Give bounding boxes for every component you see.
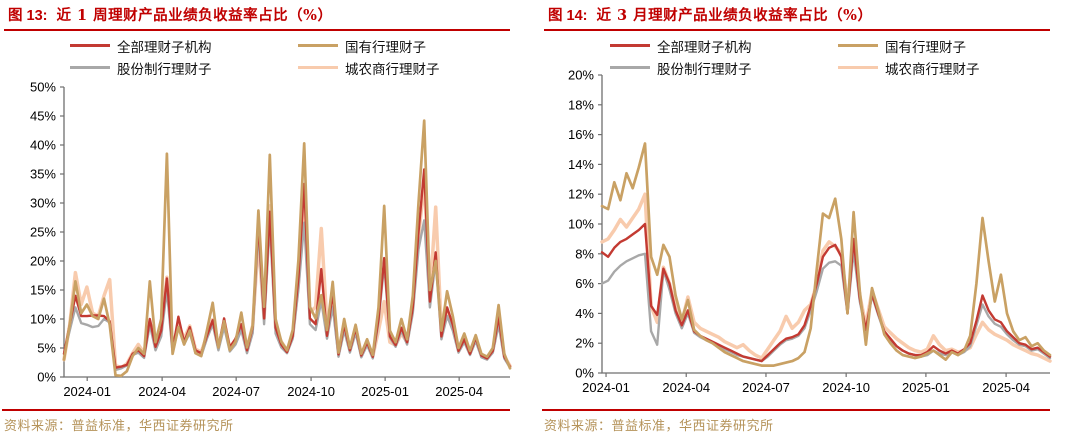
- figure-13-title-text: 近 1 周理财产品业绩负收益率占比（%）: [56, 7, 333, 24]
- x-axis-tick-label: 2024-10: [287, 384, 335, 399]
- figure-13-panel: 图 13: 近 1 周理财产品业绩负收益率占比（%） 全部理财子机构 国有行理财子…: [2, 4, 514, 434]
- x-axis-tick-label: 2024-01: [63, 384, 111, 399]
- legend-item-joint-stock-banks: 股份制行理财子: [70, 59, 298, 78]
- y-axis-tick-label: 5%: [37, 341, 56, 356]
- y-axis-tick-label: 4%: [575, 306, 594, 321]
- legend-swatch-gold-line: [298, 43, 338, 48]
- legend: 全部理财子机构 国有行理财子 股份制行理财子 城农商行理财子: [70, 37, 514, 78]
- legend-item-state-banks: 国有行理财子: [298, 37, 514, 56]
- legend-swatch-red-line: [610, 43, 650, 48]
- y-axis-tick-label: 6%: [575, 276, 594, 291]
- x-axis-tick-label: 2024-01: [582, 380, 630, 395]
- y-axis-tick-label: 45%: [30, 109, 56, 124]
- legend-item-joint-stock-banks: 股份制行理财子: [610, 59, 838, 78]
- line-chart-figure-14: 0% 2% 4% 6% 8% 10% 12% 14% 16% 18% 20% 2024-01 2024-…: [568, 68, 1052, 395]
- y-axis-tick-label: 2%: [575, 336, 594, 351]
- y-axis-tick-label: 30%: [30, 196, 56, 211]
- y-axis-tick-label: 12%: [568, 187, 594, 202]
- y-axis-tick-label: 0%: [575, 366, 594, 381]
- legend-label: 全部理财子机构: [657, 39, 752, 56]
- figure-14-title-text: 近 3 月理财产品业绩负收益率占比（%）: [596, 7, 873, 24]
- figure-14-panel: 图 14: 近 3 月理财产品业绩负收益率占比（%） 全部理财子机构 国有行理财子…: [540, 0, 1080, 442]
- y-axis-tick-label: 10%: [568, 217, 594, 232]
- legend-label: 全部理财子机构: [117, 39, 212, 56]
- title-underline-rule: [544, 29, 1050, 31]
- y-axis-tick-label: 50%: [30, 80, 56, 95]
- y-axis-tick-label: 10%: [30, 312, 56, 327]
- series-line-0: [62, 168, 512, 369]
- x-axis-tick-label: 2024-07: [212, 384, 260, 399]
- legend: 全部理财子机构 国有行理财子 股份制行理财子 城农商行理财子: [610, 37, 1054, 78]
- legend-label: 国有行理财子: [885, 39, 966, 56]
- source-note: 资料来源：普益标准，华西证券研究所: [4, 419, 234, 434]
- y-axis-tick-label: 20%: [30, 254, 56, 269]
- x-axis-tick-label: 2024-04: [662, 380, 710, 395]
- legend-label: 城农商行理财子: [345, 61, 440, 78]
- legend-label: 国有行理财子: [345, 39, 426, 56]
- figure-14-label: 图 14:: [548, 8, 588, 24]
- y-axis-tick-label: 35%: [30, 167, 56, 182]
- footer-rule: [542, 409, 1050, 411]
- title-underline-rule: [4, 29, 510, 31]
- series-line-1: [600, 142, 1052, 367]
- legend-swatch-red-line: [70, 43, 110, 48]
- series-line-0: [600, 222, 1052, 363]
- y-axis-tick-label: 20%: [568, 68, 594, 83]
- series-line-1: [62, 119, 512, 378]
- x-axis-tick-label: 2024-10: [822, 380, 870, 395]
- x-axis-tick-label: 2025-04: [982, 380, 1030, 395]
- x-axis-tick-label: 2025-04: [435, 384, 483, 399]
- legend-item-state-banks: 国有行理财子: [838, 37, 1054, 56]
- y-axis-tick-label: 16%: [568, 127, 594, 142]
- y-axis-tick-label: 18%: [568, 97, 594, 112]
- line-chart-figure-13: 0% 5% 10% 15% 20% 25% 30% 35% 40% 45% 50% 2024-01 20…: [30, 80, 512, 399]
- series-line-2: [600, 249, 1052, 363]
- footer-rule: [2, 409, 510, 411]
- y-axis-tick-label: 40%: [30, 138, 56, 153]
- legend-swatch-gray-line: [610, 65, 650, 70]
- figure-13-label: 图 13:: [8, 8, 48, 24]
- legend-item-all-wmc: 全部理财子机构: [610, 37, 838, 56]
- source-note: 资料来源：普益标准，华西证券研究所: [544, 419, 774, 434]
- legend-label: 股份制行理财子: [657, 61, 752, 78]
- legend-label: 股份制行理财子: [117, 61, 212, 78]
- figure-13-title: 图 13: 近 1 周理财产品业绩负收益率占比（%）: [8, 4, 332, 25]
- x-axis-tick-label: 2024-04: [138, 384, 186, 399]
- legend-swatch-peach-line: [838, 65, 878, 70]
- legend-swatch-peach-line: [298, 65, 338, 70]
- y-axis-tick-label: 14%: [568, 157, 594, 172]
- y-axis-tick-label: 0%: [37, 370, 56, 385]
- legend-item-city-rural-banks: 城农商行理财子: [298, 59, 514, 78]
- legend-item-city-rural-banks: 城农商行理财子: [838, 59, 1054, 78]
- legend-label: 城农商行理财子: [885, 61, 980, 78]
- x-axis-tick-label: 2025-01: [361, 384, 409, 399]
- legend-swatch-gray-line: [70, 65, 110, 70]
- x-axis-tick-label: 2025-01: [902, 380, 950, 395]
- figure-14-title: 图 14: 近 3 月理财产品业绩负收益率占比（%）: [548, 4, 872, 25]
- legend-swatch-gold-line: [838, 43, 878, 48]
- y-axis-tick-label: 8%: [575, 246, 594, 261]
- legend-item-all-wmc: 全部理财子机构: [70, 37, 298, 56]
- x-axis-tick-label: 2024-07: [742, 380, 790, 395]
- series-line-3: [62, 179, 512, 370]
- y-axis-tick-label: 25%: [30, 225, 56, 240]
- y-axis-tick-label: 15%: [30, 283, 56, 298]
